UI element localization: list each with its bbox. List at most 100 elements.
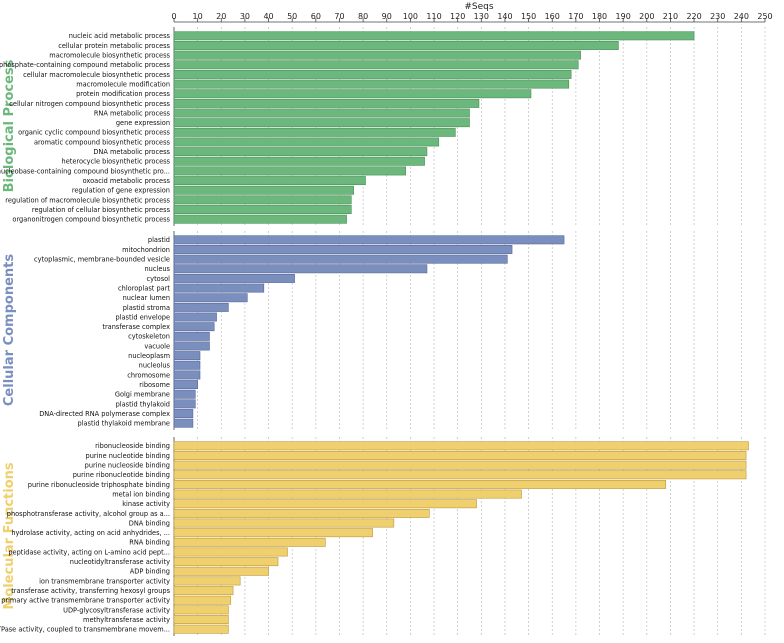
bar: [173, 176, 366, 186]
category-label: cytoplasmic, membrane-bounded vesicle: [34, 256, 170, 264]
x-tick-label: 110: [426, 12, 441, 21]
bar: [173, 235, 565, 245]
panel-molecular-functions: Molecular Functions ribonucleoside bindin…: [0, 437, 766, 636]
panel-cellular-components: Cellular Components plastid mitochondrion c…: [2, 231, 766, 430]
category-label: organonitrogen compound biosynthetic pro…: [12, 216, 170, 224]
x-tick-label: 20: [216, 12, 226, 21]
category-label: protein modification process: [76, 90, 170, 98]
bar: [173, 195, 352, 205]
category-label: transferase activity, transferring hexos…: [11, 587, 170, 595]
x-tick-label: 100: [403, 12, 418, 21]
x-tick-label: 240: [734, 12, 749, 21]
bar: [173, 537, 326, 547]
category-label: regulation of cellular biosynthetic proc…: [32, 206, 171, 214]
bar: [173, 508, 430, 518]
bar: [173, 166, 406, 176]
bar: [173, 205, 352, 214]
category-label: DNA-directed RNA polymerase complex: [39, 410, 170, 418]
bar: [173, 499, 477, 509]
x-tick-label: 90: [382, 12, 392, 21]
category-label: gene expression: [116, 119, 170, 127]
bar: [173, 605, 229, 615]
bar: [173, 79, 570, 89]
category-label: primary active transmembrane transporter…: [1, 597, 170, 605]
bar: [173, 245, 513, 254]
bar: [173, 360, 201, 370]
bar: [173, 576, 241, 586]
category-label: RNA binding: [129, 539, 170, 547]
bar: [173, 185, 354, 195]
category-label: oxoacid metabolic process: [83, 177, 171, 185]
x-tick-label: 180: [592, 12, 607, 21]
x-tick-label: 230: [710, 12, 725, 21]
x-tick-label: 130: [474, 12, 489, 21]
category-label: chloroplast part: [118, 284, 170, 292]
category-label: plastid envelope: [116, 313, 171, 321]
x-tick-label: 170: [568, 12, 583, 21]
category-label: ion transmembrane transporter activity: [39, 577, 170, 585]
category-label: macromolecule modification: [76, 80, 170, 88]
category-label: phosphotransferase activity, alcohol gro…: [7, 510, 170, 518]
bar: [173, 137, 440, 147]
bar: [173, 566, 269, 576]
bar: [173, 518, 395, 528]
bar: [173, 586, 234, 596]
category-label: kinase activity: [122, 500, 170, 508]
bar: [173, 41, 619, 50]
bar: [173, 615, 229, 624]
category-label: aromatic compound biosynthetic process: [34, 138, 171, 146]
category-label: ATPase activity, coupled to transmembran…: [0, 626, 170, 634]
category-label: UDP-glycosyltransferase activity: [63, 606, 170, 614]
bar: [173, 293, 248, 303]
panel-label: Biological Process: [2, 59, 17, 192]
category-label: methyltransferase activity: [83, 616, 170, 624]
bar: [173, 69, 572, 79]
category-label: purine nucleotide binding: [86, 452, 170, 460]
panel-label: Cellular Components: [2, 254, 17, 406]
bar: [173, 322, 215, 332]
category-label: purine nucleoside binding: [85, 462, 170, 470]
bar: [173, 254, 508, 264]
bar: [173, 441, 749, 451]
x-tick-label: 80: [358, 12, 368, 21]
category-label: ribosome: [139, 381, 170, 389]
category-label: metal ion binding: [112, 490, 170, 498]
x-tick-label: 60: [311, 12, 321, 21]
bar: [173, 127, 456, 137]
x-tick-label: 220: [686, 12, 701, 21]
category-label: peptidase activity, acting on L-amino ac…: [8, 548, 170, 556]
bar: [173, 460, 747, 470]
bar: [173, 302, 229, 312]
x-tick-label: 250: [757, 12, 772, 21]
category-label: nucleoplasm: [128, 352, 170, 360]
category-label: nucleic acid metabolic process: [69, 32, 171, 40]
bar: [173, 380, 198, 390]
bar: [173, 399, 196, 409]
category-label: nucleotidyltransferase activity: [70, 558, 170, 566]
bar: [173, 147, 428, 157]
category-label: plastid: [148, 236, 170, 244]
category-label: regulation of macromolecule biosynthetic…: [5, 196, 170, 204]
chart-title: #Seqs: [464, 2, 494, 12]
bar: [173, 156, 425, 166]
bar: [173, 451, 747, 460]
category-label: ADP binding: [130, 568, 170, 576]
x-tick-label: 70: [334, 12, 344, 21]
category-label: phosphate-containing compound metabolic …: [0, 61, 171, 69]
x-tick-label: 200: [639, 12, 654, 21]
bar: [173, 528, 373, 538]
bar: [173, 418, 194, 428]
category-label: plastid thylakoid membrane: [77, 420, 170, 428]
x-axis: 0 10 20 30 40 50 60 70 80 90 100 110 120 130 140 150 160…: [171, 12, 773, 23]
category-label: cellular macromolecule biosynthetic proc…: [23, 71, 170, 79]
bar: [173, 283, 265, 293]
bar: [173, 409, 194, 418]
bar: [173, 341, 210, 351]
bar: [173, 108, 470, 118]
panel-biological-process: Biological Process nucleic acid metabolic…: [0, 27, 766, 226]
bar: [173, 370, 201, 380]
category-label: organic cyclic compound biosynthetic pro…: [18, 129, 170, 137]
category-label: regulation of gene expression: [72, 187, 170, 195]
x-tick-label: 150: [521, 12, 536, 21]
